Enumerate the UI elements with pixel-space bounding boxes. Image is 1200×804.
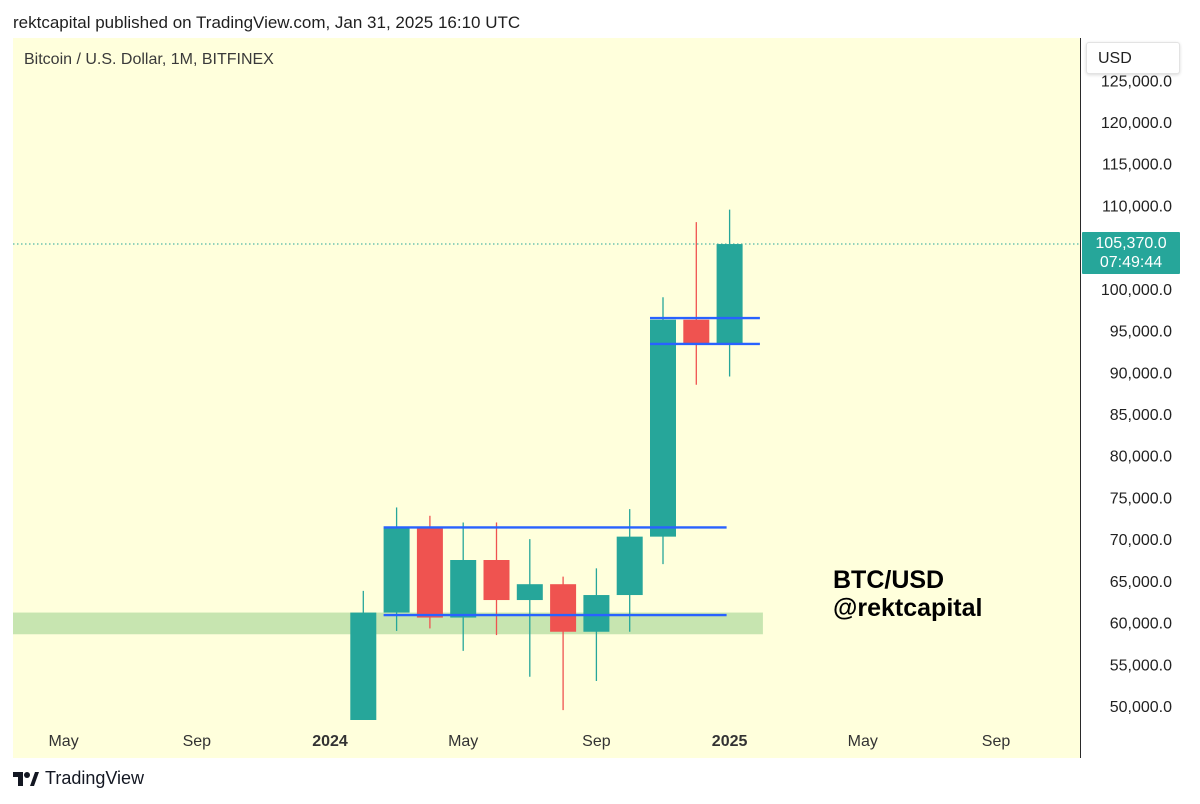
author-watermark: BTC/USD @rektcapital: [833, 566, 982, 622]
price-tick-label: 125,000.0: [1101, 73, 1172, 90]
price-tick-label: 100,000.0: [1101, 282, 1172, 299]
price-tick-label: 65,000.0: [1110, 574, 1172, 591]
watermark-author: @rektcapital: [833, 594, 983, 622]
time-tick-label: Sep: [582, 733, 611, 750]
bullish-candle: [450, 560, 477, 618]
publication-header: rektcapital published on TradingView.com…: [13, 13, 521, 32]
price-tick-label: 110,000.0: [1102, 198, 1172, 215]
symbol-info: Bitcoin / U.S. Dollar, 1M, BITFINEX: [24, 51, 274, 68]
price-tick-label: 55,000.0: [1110, 657, 1172, 674]
time-tick-label: May: [48, 733, 78, 750]
bullish-candle: [516, 584, 543, 601]
time-axis[interactable]: [13, 720, 1080, 758]
bar-countdown: 07:49:44: [1099, 254, 1163, 271]
last-price-label: 105,370.0 07:49:44: [1082, 232, 1180, 274]
time-tick-label: 2025: [712, 733, 748, 750]
plot-area: [13, 209, 1080, 720]
price-tick-label: 80,000.0: [1110, 449, 1172, 466]
bullish-candle: [383, 528, 410, 613]
bullish-candle: [583, 595, 610, 632]
footer-brand[interactable]: TradingView: [13, 768, 144, 789]
price-tick-label: 60,000.0: [1110, 616, 1172, 633]
bearish-candle: [550, 584, 577, 632]
bullish-candle: [650, 319, 676, 537]
time-tick-label: May: [448, 733, 478, 750]
price-tick-label: 70,000.0: [1110, 532, 1172, 549]
last-price-value: 105,370.0: [1095, 235, 1167, 252]
price-tick-label: 85,000.0: [1110, 407, 1172, 424]
price-tick-label: 90,000.0: [1110, 365, 1172, 382]
chart-pane[interactable]: [13, 38, 1080, 720]
price-tick-label: 120,000.0: [1101, 115, 1172, 132]
bullish-candle: [716, 244, 743, 344]
bearish-candle: [683, 319, 710, 344]
price-tick-label: 115,000.0: [1102, 157, 1172, 174]
currency-button[interactable]: USD: [1086, 42, 1180, 74]
price-tick-label: 50,000.0: [1110, 699, 1172, 716]
footer-brand-label: TradingView: [45, 768, 145, 788]
time-tick-label: 2024: [312, 733, 348, 750]
time-tick-label: Sep: [183, 733, 212, 750]
bullish-candle: [616, 536, 643, 596]
bearish-candle: [483, 560, 510, 601]
price-tick-label: 75,000.0: [1110, 490, 1172, 507]
tradingview-logo-icon: [13, 771, 39, 786]
bearish-candle: [416, 528, 443, 618]
bullish-candle: [350, 612, 377, 720]
watermark-symbol: BTC/USD: [833, 566, 945, 594]
time-tick-label: May: [848, 733, 878, 750]
price-tick-label: 95,000.0: [1110, 324, 1172, 341]
price-axis[interactable]: [1080, 38, 1188, 758]
time-tick-label: Sep: [982, 733, 1011, 750]
